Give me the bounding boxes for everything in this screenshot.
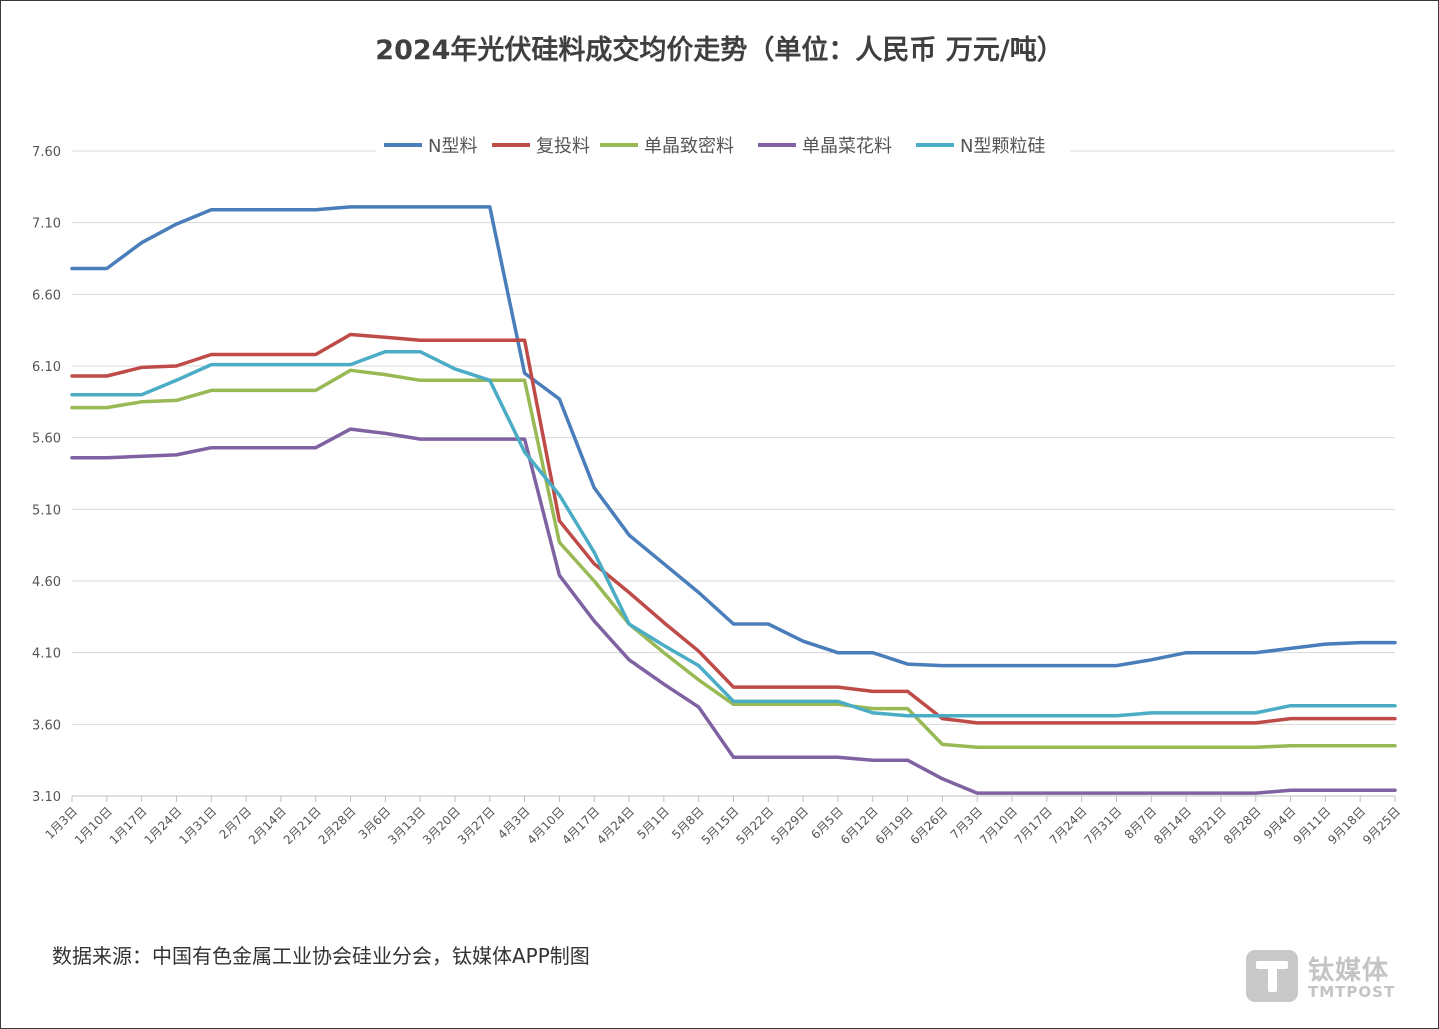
legend-label: 单晶致密料 [644,136,734,157]
chart-title: 2024年光伏硅料成交均价走势（单位：人民币 万元/吨） [375,35,1064,66]
x-tick-label: 6月26日 [907,804,950,847]
y-tick-label: 6.60 [32,288,61,303]
series-line [70,427,1397,795]
y-tick-label: 4.10 [32,647,61,662]
t-logo-icon [1246,950,1298,1002]
y-tick-label: 3.10 [32,790,61,805]
y-tick-label: 7.60 [32,145,61,160]
x-tick-label: 1月10日 [72,804,115,847]
x-tick-label: 9月11日 [1290,804,1333,847]
legend-label: 复投料 [536,136,590,157]
legend: N型料 复投料 单晶致密料 单晶菜花料 N型颗粒硅 [376,130,1070,160]
x-tick-label: 3月20日 [420,804,463,847]
x-tick-label: 8月14日 [1151,804,1194,847]
x-tick-label: 2月28日 [316,804,359,847]
x-tick-label: 7月31日 [1082,804,1125,847]
y-axis-ticks: 3.10 3.60 4.10 4.60 5.10 5.60 6.10 6.60 7.10 7.60 [32,145,61,805]
data-source-note: 数据来源：中国有色金属工业协会硅业分会，钛媒体APP制图 [52,944,590,968]
x-tick-label: 2月21日 [281,804,324,847]
x-tick-label: 4月24日 [594,804,637,847]
x-tick-label: 1月24日 [142,804,185,847]
legend-label: N型颗粒硅 [960,136,1045,157]
x-tick-label: 9月25日 [1360,804,1403,847]
watermark: 钛媒体 TMTPOST [1246,950,1406,1002]
x-tick-label: 5月1日 [634,804,672,842]
series-lines [70,205,1397,795]
x-tick-label: 4月17日 [559,804,602,847]
x-tick-label: 9月18日 [1325,804,1368,847]
x-tick-label: 7月17日 [1012,804,1055,847]
x-tick-label: 5月29日 [768,804,811,847]
x-tick-label: 5月22日 [733,804,776,847]
series-line [70,349,1397,718]
x-tick-label: 2月14日 [246,804,289,847]
series-line [70,332,1397,725]
x-tick-label: 7月10日 [977,804,1020,847]
x-tick-label: 1月17日 [107,804,150,847]
x-tick-label: 8月28日 [1221,804,1264,847]
x-tick-label: 5月15日 [699,804,742,847]
y-tick-label: 3.60 [32,718,61,733]
x-tick-label: 8月21日 [1186,804,1229,847]
legend-label: N型料 [428,136,477,157]
x-tick-label: 7月24日 [1047,804,1090,847]
watermark-en: TMTPOST [1308,983,1396,1001]
x-tick-label: 1月31日 [176,804,219,847]
x-axis: 1月3日1月10日1月17日1月24日1月31日2月7日2月14日2月21日2月… [42,796,1403,847]
x-tick-label: 3月13日 [385,804,428,847]
y-tick-label: 4.60 [32,575,61,590]
y-tick-label: 6.10 [32,360,61,375]
series-line [70,205,1397,668]
x-tick-label: 6月12日 [838,804,881,847]
x-tick-label: 4月10日 [524,804,567,847]
x-tick-label: 6月19日 [873,804,916,847]
y-tick-label: 7.10 [32,217,61,232]
y-tick-label: 5.10 [32,503,61,518]
legend-label: 单晶菜花料 [802,136,892,157]
series-line [70,368,1397,750]
watermark-cn: 钛媒体 [1308,956,1390,986]
x-tick-label: 3月27日 [455,804,498,847]
legend-background [376,130,1070,160]
y-tick-label: 5.60 [32,432,61,447]
